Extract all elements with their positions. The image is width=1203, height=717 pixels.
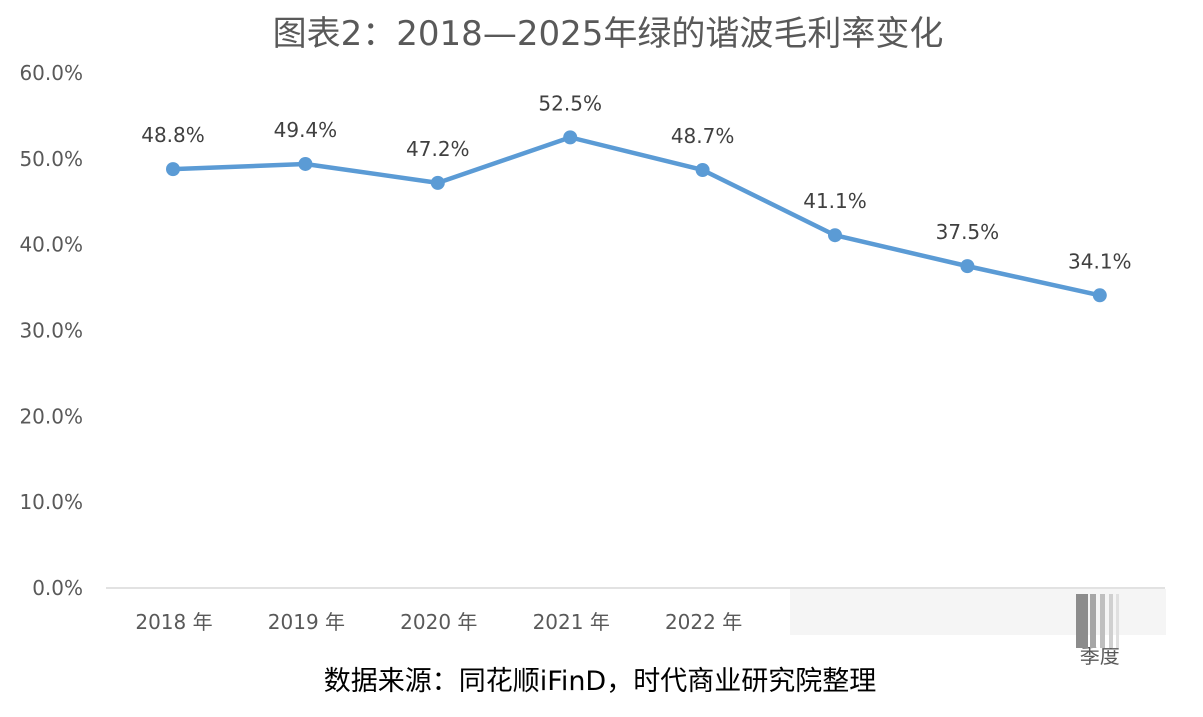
x-tick-label: 2018 年 (135, 610, 212, 634)
redaction-stripe (1116, 594, 1119, 648)
y-tick-label: 40.0% (19, 233, 83, 257)
x-tick-label: 2021 年 (533, 610, 610, 634)
y-tick-label: 20.0% (19, 404, 83, 428)
redaction-stripe (1109, 594, 1113, 648)
data-label: 47.2% (406, 137, 470, 161)
data-point (166, 162, 180, 177)
data-labels: 48.8% 49.4% 47.2% 52.5% 48.7% 41.1% 37.5% 34.1% (141, 91, 1131, 273)
data-label: 37.5% (936, 220, 1000, 244)
redaction-stripe (1090, 594, 1096, 648)
redaction-stripe (1100, 594, 1105, 648)
redaction-overlay (790, 589, 1166, 648)
y-tick-label: 10.0% (19, 490, 83, 514)
x-tick-label: 2019 年 (268, 610, 345, 634)
data-point (430, 175, 445, 190)
data-label: 52.5% (538, 91, 602, 115)
y-tick-label: 30.0% (19, 319, 83, 343)
data-point (563, 130, 578, 145)
data-point (1092, 288, 1107, 303)
data-point (828, 228, 842, 243)
data-point (298, 156, 313, 171)
redaction-stripe (1076, 594, 1088, 648)
y-axis: 0.0% 10.0% 20.0% 30.0% 40.0% 50.0% 60.0% (19, 61, 83, 600)
x-tick-label: 2022 年 (665, 610, 742, 634)
x-tick-label: 2020 年 (400, 610, 477, 634)
series-line-group (166, 130, 1107, 303)
y-tick-label: 60.0% (19, 61, 83, 85)
y-tick-label: 0.0% (32, 576, 83, 600)
data-point (695, 162, 710, 177)
data-label: 34.1% (1068, 249, 1132, 273)
chart-title: 图表2：2018—2025年绿的谐波毛利率变化 (273, 14, 944, 54)
source-note: 数据来源：同花顺iFinD，时代商业研究院整理 (324, 666, 876, 697)
data-label: 49.4% (274, 118, 338, 142)
y-tick-label: 50.0% (19, 147, 83, 171)
series-line (170, 135, 1103, 298)
data-label: 41.1% (803, 189, 867, 213)
data-point (960, 259, 975, 274)
data-label: 48.7% (671, 124, 735, 148)
data-label: 48.8% (141, 123, 205, 147)
x-axis: 2018 年 2019 年 2020 年 2021 年 2022 年季度 (135, 610, 1119, 668)
